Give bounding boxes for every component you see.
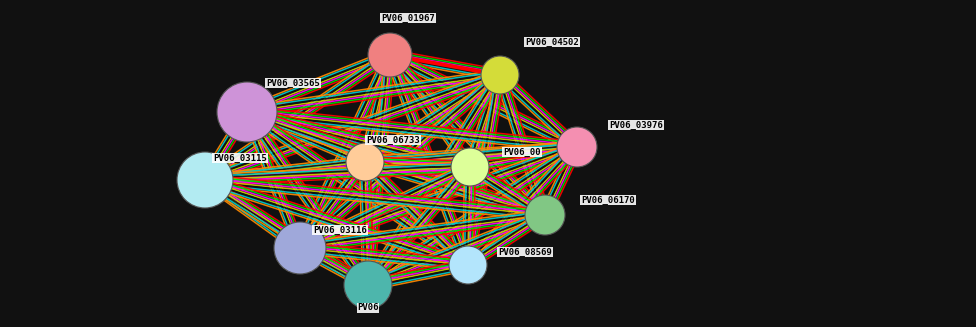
Circle shape: [368, 33, 412, 77]
Text: PV06_03116: PV06_03116: [313, 225, 367, 234]
Circle shape: [274, 222, 326, 274]
Circle shape: [449, 246, 487, 284]
Text: PV06_06733: PV06_06733: [366, 135, 420, 145]
Text: PV06_01967: PV06_01967: [381, 13, 435, 23]
Circle shape: [344, 261, 392, 309]
Text: PV06_08569: PV06_08569: [498, 248, 551, 257]
Text: PV06: PV06: [357, 303, 379, 313]
Text: PV06_04502: PV06_04502: [525, 38, 579, 46]
Circle shape: [525, 195, 565, 235]
Circle shape: [451, 148, 489, 186]
Circle shape: [177, 152, 233, 208]
Text: PV06_03115: PV06_03115: [213, 153, 266, 163]
Text: PV06_06170: PV06_06170: [581, 196, 634, 205]
Circle shape: [481, 56, 519, 94]
Circle shape: [346, 143, 384, 181]
Text: PV06_03565: PV06_03565: [266, 78, 320, 88]
Text: PV06_00: PV06_00: [504, 147, 541, 157]
Text: PV06_03976: PV06_03976: [609, 120, 663, 129]
Circle shape: [217, 82, 277, 142]
Circle shape: [557, 127, 597, 167]
